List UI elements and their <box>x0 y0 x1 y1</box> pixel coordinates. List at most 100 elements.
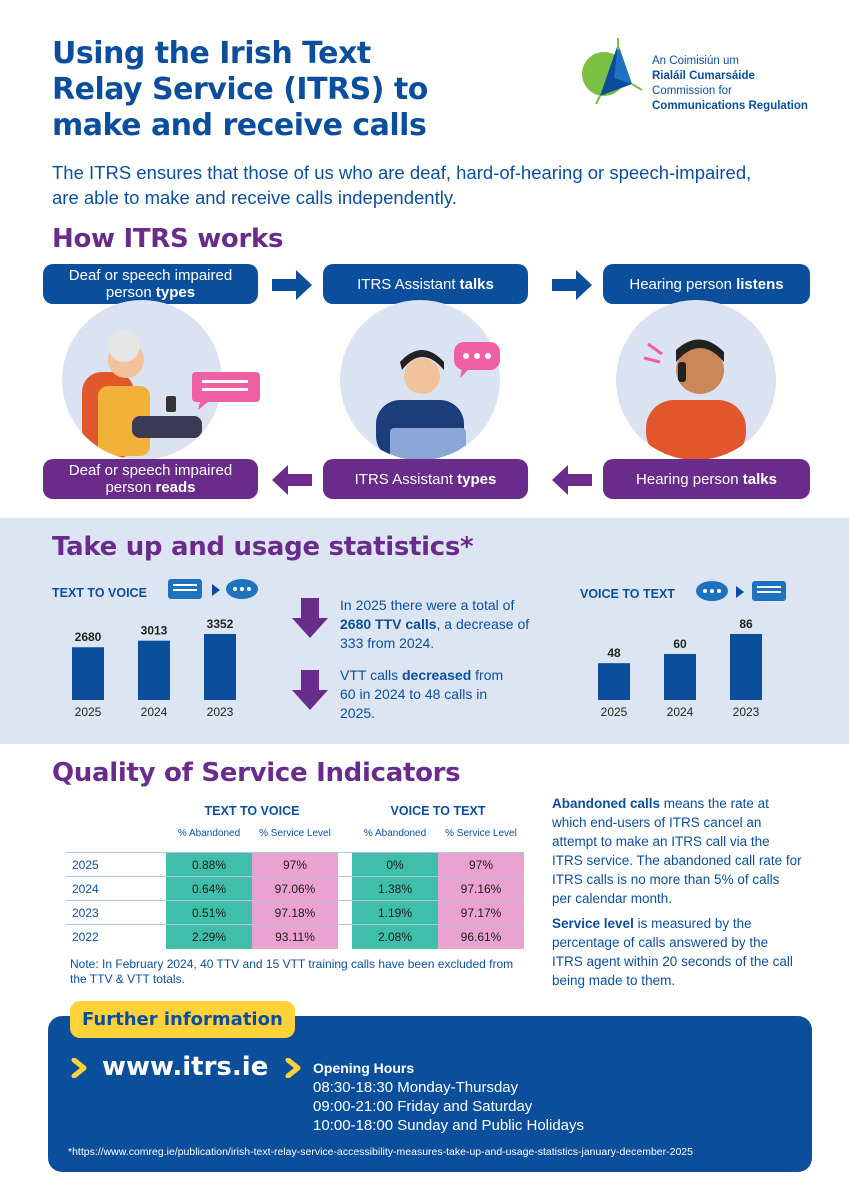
further-info-tag: Further information <box>70 1001 295 1038</box>
down-arrow-icon <box>292 670 328 710</box>
vtt-label: VOICE TO TEXT <box>580 587 675 601</box>
vtt-abandoned-cell: 0% <box>352 852 438 877</box>
bar-2023 <box>204 634 236 700</box>
intro-text: The ITRS ensures that those of us who ar… <box>52 162 752 208</box>
step-pre: Deaf or speech impaired person <box>68 462 233 496</box>
gap-cell <box>338 924 352 949</box>
table-row: 2022 2.29% 93.11% 2.08% 96.61% <box>66 924 524 949</box>
step-hearing-listens: Hearing person listens <box>603 264 810 304</box>
step-user-types: Deaf or speech impaired person types <box>43 264 258 304</box>
hearing-person-illustration <box>616 300 776 460</box>
abandoned-definition: Abandoned calls means the rate at which … <box>552 794 802 908</box>
how-heading: How ITRS works <box>52 224 284 254</box>
chat-bubble-icon <box>192 372 260 410</box>
title-line: Relay Service (ITRS) to <box>52 72 428 107</box>
definition-text: is measured by the percentage of calls a… <box>552 916 793 988</box>
bar-category-label: 2024 <box>141 705 168 719</box>
col-abandoned: % Abandoned <box>363 828 427 839</box>
summary-post: , a decrease of 333 from 2024. <box>340 616 530 651</box>
step-user-reads: Deaf or speech impaired person reads <box>43 459 258 499</box>
row-year: 2023 <box>66 900 166 925</box>
col-abandoned: % Abandoned <box>177 828 241 839</box>
text-to-voice-icon <box>168 579 258 599</box>
qos-group-vtt: VOICE TO TEXT <box>390 804 486 818</box>
step-pre: Hearing person <box>636 470 743 488</box>
ttv-bar-chart: 2680 2025 3013 2024 3352 2023 <box>72 617 236 719</box>
ttv-abandoned-cell: 0.88% <box>166 852 252 877</box>
bar-value-label: 48 <box>607 646 621 660</box>
right-arrow-icon <box>552 270 592 300</box>
qos-note: Note: In February 2024, 40 TTV and 15 VT… <box>70 957 514 986</box>
qos-table: 2025 0.88% 97% 0% 97% 2024 0.64% 97.06% 1.38% 97.… <box>66 852 524 949</box>
step-text: ITRS Assistant types <box>355 471 497 488</box>
col-service: % Service Level <box>259 828 331 839</box>
itrs-assistant-illustration <box>340 300 500 460</box>
speech-bubble-dots-icon <box>454 342 500 378</box>
ttv-abandoned-cell: 0.64% <box>166 876 252 901</box>
bar-category-label: 2023 <box>207 705 234 719</box>
logo-line: Rialáil Cumarsáide <box>652 70 755 82</box>
logo-text: An Coimisiún um Rialáil Cumarsáide Commi… <box>652 54 808 114</box>
deaf-user-illustration <box>62 300 222 460</box>
service-definition: Service level is measured by the percent… <box>552 914 802 990</box>
assistant-headset-icon <box>376 350 466 460</box>
row-year: 2022 <box>66 924 166 949</box>
person-phone-icon <box>643 339 746 460</box>
bar-value-label: 60 <box>673 637 687 651</box>
ttv-abandoned-cell: 0.51% <box>166 900 252 925</box>
ttv-service-cell: 97.18% <box>252 900 338 925</box>
step-bold: types <box>155 284 196 301</box>
title-line: Using the Irish Text <box>52 36 371 71</box>
bar-value-label: 3013 <box>141 624 168 638</box>
qos-group-ttv: TEXT TO VOICE <box>204 804 300 818</box>
opening-hours-title: Opening Hours <box>313 1060 415 1076</box>
summary-bold: 2680 TTV calls <box>340 616 437 632</box>
ttv-service-cell: 93.11% <box>252 924 338 949</box>
definition-text: means the rate at which end-users of ITR… <box>552 796 802 906</box>
step-text: Hearing person talks <box>636 471 777 488</box>
vtt-bar-chart: 48 2025 60 2024 86 2023 <box>598 617 762 719</box>
hours-line: 08:30-18:30 Monday-Thursday <box>313 1079 519 1096</box>
row-year: 2025 <box>66 852 166 877</box>
definition-term: Abandoned calls <box>552 796 661 811</box>
logo-line: An Coimisiún um <box>652 55 739 67</box>
summary-pre: VTT calls <box>340 667 402 683</box>
person-reading-icon <box>82 330 202 460</box>
itrs-website-link[interactable]: www.itrs.ie <box>102 1052 269 1082</box>
ttv-label: TEXT TO VOICE <box>52 586 147 600</box>
down-arrow-icon <box>292 598 328 638</box>
table-row: 2023 0.51% 97.18% 1.19% 97.17% <box>66 900 524 925</box>
gap-cell <box>338 852 352 877</box>
vtt-abandoned-cell: 2.08% <box>352 924 438 949</box>
further-info-panel <box>48 1016 812 1172</box>
vtt-abandoned-cell: 1.19% <box>352 900 438 925</box>
step-pre: ITRS Assistant <box>357 275 460 293</box>
step-pre: ITRS Assistant <box>354 470 458 488</box>
bar-2024 <box>664 653 696 700</box>
stats-band <box>0 518 849 744</box>
stats-heading: Take up and usage statistics* <box>52 532 474 562</box>
voice-to-text-icon <box>696 581 786 601</box>
source-footnote[interactable]: *https://www.comreg.ie/publication/irish… <box>68 1146 693 1158</box>
hours-line: 09:00-21:00 Friday and Saturday <box>313 1098 533 1115</box>
hours-line: 10:00-18:00 Sunday and Public Holidays <box>313 1117 585 1134</box>
bar-value-label: 2680 <box>75 630 102 644</box>
step-text: Deaf or speech impaired person types <box>51 267 250 301</box>
bar-2025 <box>598 663 630 700</box>
step-pre: Deaf or speech impaired person <box>68 267 233 301</box>
bar-value-label: 3352 <box>207 617 234 631</box>
comreg-logo-icon <box>582 38 643 104</box>
right-arrow-icon <box>272 270 312 300</box>
step-bold: talks <box>742 470 777 488</box>
left-arrow-icon <box>272 465 312 495</box>
page-title: Using the Irish Text Relay Service (ITRS… <box>52 36 572 144</box>
step-bold: types <box>457 470 497 488</box>
step-pre: Hearing person <box>629 275 737 293</box>
summary-pre: In 2025 there were a total of <box>340 597 515 613</box>
qos-heading: Quality of Service Indicators <box>52 758 461 788</box>
step-text: Deaf or speech impaired person reads <box>51 462 250 496</box>
ttv-service-cell: 97% <box>252 852 338 877</box>
summary-post: from 60 in 2024 to 48 calls in 2025. <box>340 667 504 721</box>
step-bold: reads <box>155 479 196 496</box>
ttv-abandoned-cell: 2.29% <box>166 924 252 949</box>
